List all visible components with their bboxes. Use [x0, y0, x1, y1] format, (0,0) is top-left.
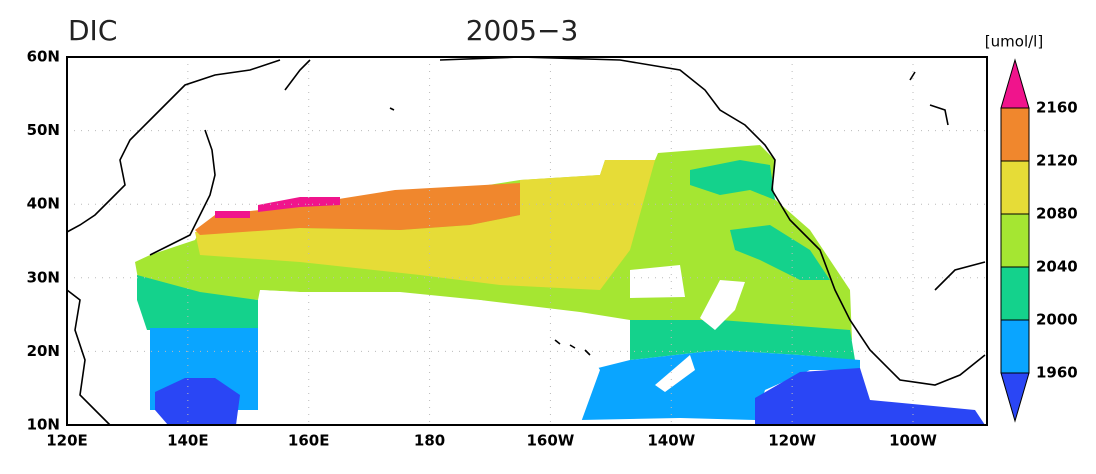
colorbar-label: 2120	[1036, 152, 1078, 170]
coastlines	[66, 56, 986, 426]
colorbar: 1960 2000 2040 2080 2120 2160	[1000, 58, 1078, 423]
map-frame	[66, 56, 988, 426]
lat-tick-label: 50N	[27, 121, 60, 139]
region-1960	[580, 350, 860, 420]
coastline	[66, 289, 111, 426]
region-below	[755, 368, 985, 425]
colorbar-label: 2000	[1036, 311, 1078, 329]
region-2120	[195, 183, 520, 235]
region-below	[155, 378, 240, 425]
region-2000	[630, 320, 855, 360]
unit: [umol/l]	[985, 33, 1043, 51]
lon-tick-label: 160W	[526, 432, 574, 450]
lat-tick-label: 20N	[27, 342, 60, 360]
region-2000	[730, 225, 830, 280]
lat-tick-label: 40N	[27, 195, 60, 213]
coastline	[149, 129, 216, 256]
dic-field	[135, 145, 985, 425]
region-2160	[215, 211, 250, 218]
coastline	[66, 59, 281, 233]
colorbar-label: 2160	[1036, 99, 1078, 117]
coastline	[284, 56, 986, 386]
lon-tick-label: 160E	[288, 432, 330, 450]
subtitle: 2005−3	[466, 14, 579, 47]
colorbar-label: 1960	[1036, 364, 1078, 382]
gap	[700, 280, 745, 330]
colorbar-segment	[1000, 107, 1030, 162]
colorbar-high	[1000, 58, 1030, 109]
lon-tick-label: 120E	[46, 432, 88, 450]
colorbar-segment	[1000, 266, 1030, 321]
colorbar-segment	[1000, 213, 1030, 268]
colorbar-label: 2080	[1036, 205, 1078, 223]
lon-tick-label: 100W	[889, 432, 937, 450]
region-2000	[137, 275, 258, 330]
region-2000	[690, 160, 775, 200]
gap	[630, 265, 685, 298]
colorbar-low	[1000, 372, 1030, 423]
colorbar-segment	[1000, 160, 1030, 215]
colorbar-segment	[1000, 319, 1030, 374]
lat-tick-label: 60N	[27, 48, 60, 66]
gap	[258, 290, 600, 425]
coastline	[554, 339, 591, 356]
coastline	[909, 71, 986, 291]
lon-tick-label: 140W	[647, 432, 695, 450]
colorbar-label: 2040	[1036, 258, 1078, 276]
lon-tick-label: 140E	[167, 432, 209, 450]
gap	[655, 355, 695, 392]
lon-tick-label: 180	[414, 432, 445, 450]
lat-tick-label: 10N	[27, 416, 60, 434]
region-2080	[195, 160, 655, 290]
lat-tick-label: 30N	[27, 268, 60, 286]
title: DIC	[68, 14, 117, 47]
lon-tick-label: 120W	[768, 432, 816, 450]
